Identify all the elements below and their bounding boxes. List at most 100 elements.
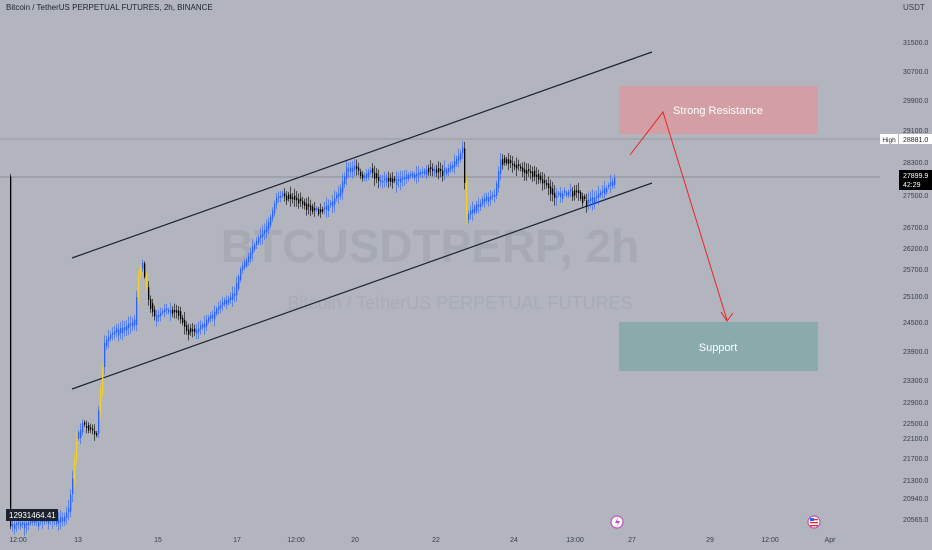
candle (610, 182, 612, 186)
price-tick: 28300.0 (903, 160, 928, 167)
time-axis[interactable]: 12:00 13 15 17 12:00 20 22 24 13:00 27 29 12:00 Apr (9, 537, 836, 544)
candle (430, 167, 432, 170)
candle (164, 309, 166, 313)
candle (392, 178, 394, 183)
candle (140, 267, 142, 276)
candle (386, 177, 388, 183)
candle (98, 410, 100, 434)
candle (72, 478, 74, 495)
candle (180, 311, 182, 320)
candle (566, 192, 568, 196)
price-tick: 31500.0 (903, 40, 928, 47)
candle (600, 192, 602, 196)
candle (186, 325, 188, 331)
us-flag-icon[interactable] (807, 515, 821, 529)
candle (62, 517, 64, 522)
candle (552, 188, 554, 195)
candle (280, 195, 282, 198)
candle (134, 319, 136, 326)
candle (336, 194, 338, 199)
price-tick: 26700.0 (903, 225, 928, 232)
candle (106, 339, 108, 347)
candle (546, 182, 548, 186)
volume-badge (6, 509, 58, 521)
time-tick: 12:00 (761, 537, 779, 544)
candle (522, 167, 524, 172)
candle (294, 195, 296, 200)
candle (608, 184, 610, 188)
candle (548, 183, 550, 189)
candle (252, 246, 254, 254)
price-tick: 23300.0 (903, 378, 928, 385)
candle (410, 173, 412, 176)
candle (46, 520, 48, 523)
price-axis[interactable]: 31500.0 30700.0 29900.0 29100.0 28300.0 27500… (903, 40, 928, 524)
candle (582, 196, 584, 204)
support-zone[interactable] (619, 322, 818, 371)
candle (540, 175, 542, 180)
channel-lower-line[interactable] (71, 182, 653, 390)
candle (224, 300, 226, 305)
candle (144, 263, 146, 277)
candle (542, 179, 544, 184)
candle (230, 296, 232, 300)
candle (418, 172, 420, 176)
candle (306, 203, 308, 210)
high-badge (880, 134, 898, 144)
channel-upper-line[interactable] (71, 51, 653, 259)
candle (428, 168, 430, 173)
candle (570, 189, 572, 192)
candle (278, 196, 280, 199)
candle (104, 342, 106, 367)
candle (532, 171, 534, 177)
candle (352, 167, 354, 173)
candle (438, 168, 440, 173)
candle (528, 169, 530, 172)
candle (560, 192, 562, 198)
candle (110, 334, 112, 339)
candle (466, 181, 468, 218)
candle (374, 172, 376, 179)
candle (328, 205, 330, 212)
candle (378, 177, 380, 181)
flash-icon[interactable] (610, 515, 624, 529)
candle (614, 177, 616, 185)
candle (368, 171, 370, 178)
candle (448, 167, 450, 172)
candle (382, 180, 384, 183)
candle (362, 174, 364, 179)
candle (434, 168, 436, 174)
candle (112, 332, 114, 335)
candle (612, 181, 614, 187)
candle (284, 193, 286, 197)
candle (300, 198, 302, 202)
candle (94, 430, 96, 435)
candle (406, 174, 408, 180)
projection-arrow[interactable] (629, 110, 728, 321)
candle (398, 179, 400, 182)
high-badge-label: High (882, 137, 896, 144)
candle (162, 311, 164, 314)
candle (584, 196, 586, 200)
candle (126, 325, 128, 331)
candle (344, 176, 346, 185)
candle (152, 303, 154, 313)
candle (342, 181, 344, 193)
candle (70, 494, 72, 512)
candle (38, 521, 40, 527)
countdown: 42:29 (903, 182, 921, 189)
candle (486, 196, 488, 201)
candle (412, 173, 414, 177)
candle (282, 192, 284, 197)
candle (476, 204, 478, 211)
candle (212, 314, 214, 318)
candle (436, 169, 438, 173)
candle (238, 276, 240, 289)
candle (402, 177, 404, 180)
candle (354, 165, 356, 170)
candle (510, 160, 512, 164)
candle (494, 194, 496, 197)
chart-title: Bitcoin / TetherUS PERPETUAL FUTURES, 2h… (6, 3, 213, 12)
